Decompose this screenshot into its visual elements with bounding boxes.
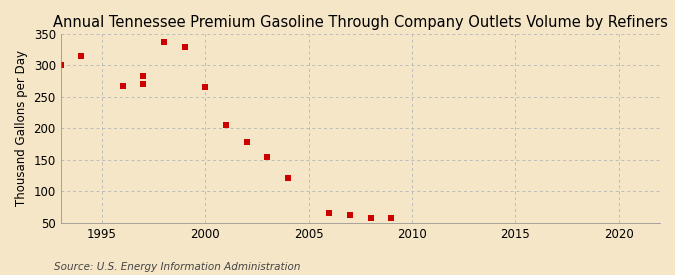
Text: Source: U.S. Energy Information Administration: Source: U.S. Energy Information Administ… (54, 262, 300, 272)
Y-axis label: Thousand Gallons per Day: Thousand Gallons per Day (15, 50, 28, 207)
Title: Annual Tennessee Premium Gasoline Through Company Outlets Volume by Refiners: Annual Tennessee Premium Gasoline Throug… (53, 15, 668, 30)
